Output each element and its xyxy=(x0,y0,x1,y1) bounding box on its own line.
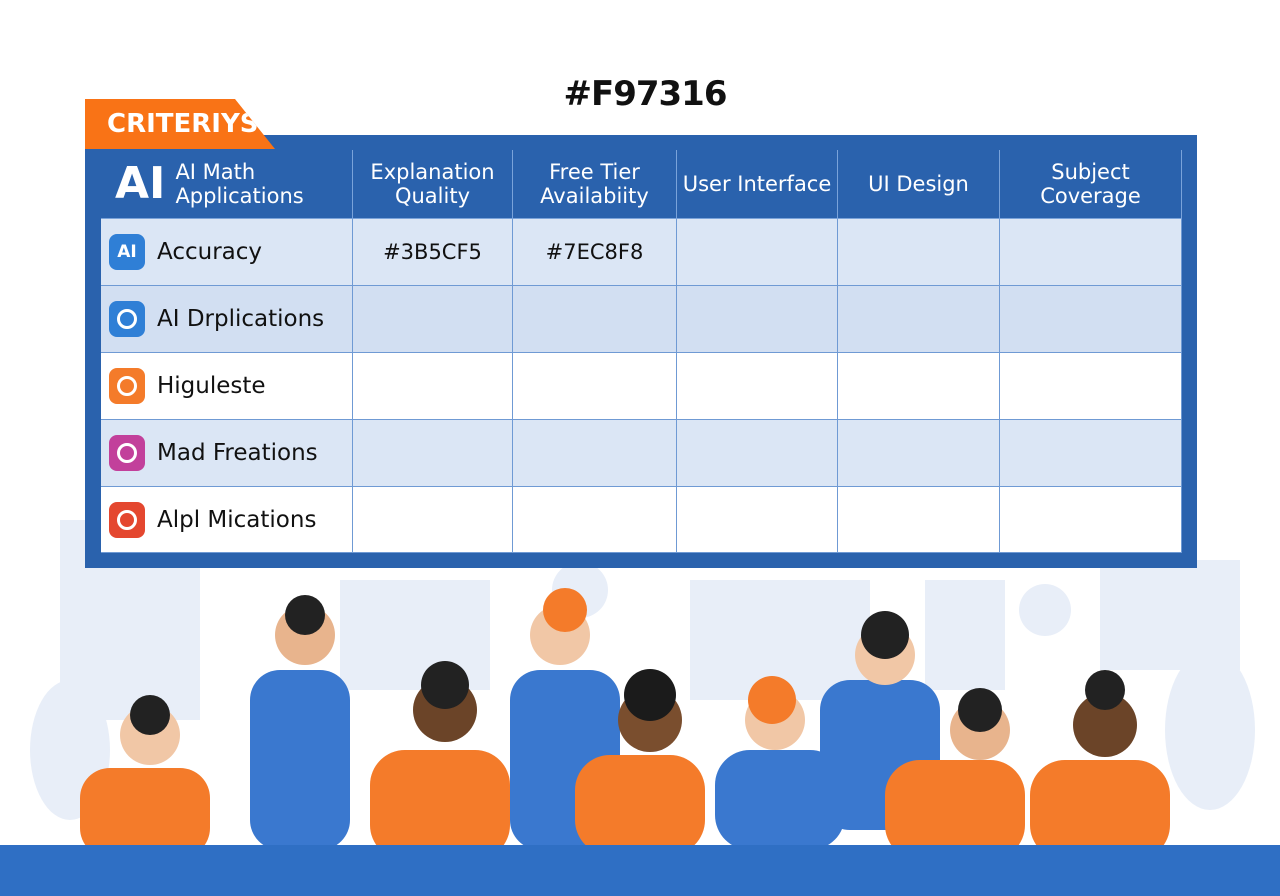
table-cell xyxy=(1000,353,1182,420)
table-cell xyxy=(353,353,513,420)
row-icon xyxy=(109,435,145,471)
table-cell xyxy=(838,219,1000,286)
table-cell xyxy=(677,353,838,420)
table-cell xyxy=(677,219,838,286)
row-header: Alpl Mications xyxy=(101,487,353,553)
row-name: Mad Freations xyxy=(157,440,318,466)
table-cell xyxy=(513,353,677,420)
icon-glyph xyxy=(117,509,137,530)
icon-glyph xyxy=(117,376,137,396)
table-cell xyxy=(838,353,1000,420)
table-cell xyxy=(1000,420,1182,487)
desk xyxy=(0,845,1280,896)
table-cell xyxy=(513,420,677,487)
column-header: UI Design xyxy=(838,150,1000,219)
table-cell xyxy=(838,420,1000,487)
table-cell xyxy=(677,286,838,353)
table-cell xyxy=(353,286,513,353)
row-name: Accuracy xyxy=(157,239,263,265)
table-cell xyxy=(838,487,1000,553)
column-header: Subject Coverage xyxy=(1000,150,1182,219)
table-cell: #7EC8F8 xyxy=(513,219,677,286)
row-icon xyxy=(109,368,145,404)
row-name: Higuleste xyxy=(157,373,266,399)
table-cell xyxy=(513,286,677,353)
column-header: Free Tier Availabiity xyxy=(513,150,677,219)
table-cell xyxy=(1000,286,1182,353)
table-cell xyxy=(1000,219,1182,286)
title: #F97316 xyxy=(563,74,728,114)
table-cell: #3B5CF5 xyxy=(353,219,513,286)
icon-glyph xyxy=(117,309,137,329)
corner-label: AI Math Applications xyxy=(175,159,304,208)
row-name: AI Drplications xyxy=(157,306,325,332)
logo: AI xyxy=(115,157,166,209)
row-icon: AI xyxy=(109,234,145,270)
people xyxy=(80,588,1170,860)
tag: CRITERIYS xyxy=(85,99,275,149)
table-cell xyxy=(677,487,838,553)
table-cell xyxy=(353,487,513,553)
row-header: Higuleste xyxy=(101,353,353,420)
icon-glyph xyxy=(117,443,137,463)
background-art xyxy=(30,520,1255,820)
row-header: AI Drplications xyxy=(101,286,353,353)
table-cell xyxy=(838,286,1000,353)
illustration xyxy=(0,520,1280,896)
column-header: User Interface xyxy=(677,150,838,219)
column-header: Explanation Quality xyxy=(353,150,513,219)
corner-header: AI AI Math Applications xyxy=(101,150,353,219)
table-cell xyxy=(1000,487,1182,553)
table-cell xyxy=(353,420,513,487)
row-header: Mad Freations xyxy=(101,420,353,487)
row-header: AI Accuracy xyxy=(101,219,353,286)
row-name: Alpl Mications xyxy=(157,506,317,533)
row-icon xyxy=(109,501,145,538)
row-icon xyxy=(109,301,145,337)
table-cell xyxy=(677,420,838,487)
table-cell xyxy=(513,487,677,553)
